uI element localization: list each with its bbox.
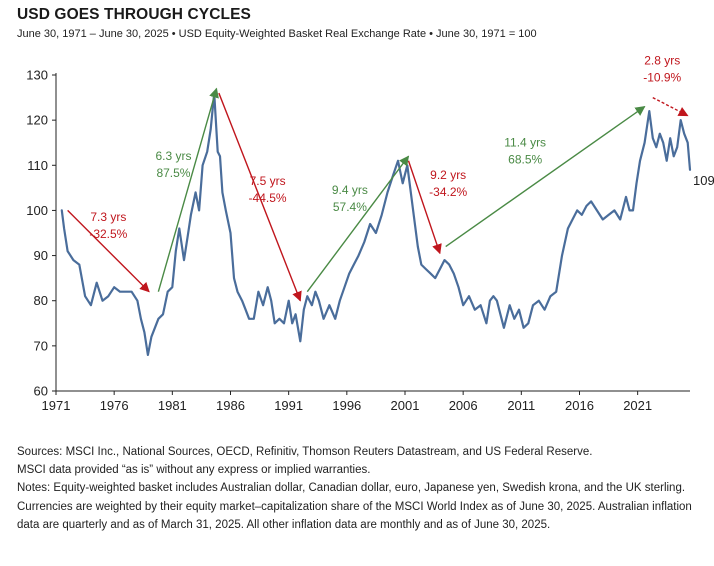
x-tick-label: 2011	[507, 398, 535, 413]
x-tick-label: 2006	[449, 398, 478, 413]
chart-axes: 60 70 80 90 100 110 120 130 1971 1976 1981 1986 1991…	[26, 68, 690, 413]
chart-series	[60, 92, 692, 356]
x-tick-label: 2016	[565, 398, 594, 413]
x-tick-label: 1991	[274, 398, 303, 413]
sources-line-2: MSCI data provided “as is” without any e…	[17, 464, 371, 477]
cycle-change-label: -34.2%	[429, 185, 467, 199]
x-tick-label: 2001	[391, 398, 420, 413]
cycle-change-label: 57.4%	[333, 200, 367, 214]
chart-annotations: 109 7.3 yrs -32.5% 6.3 yrs 87.5% 7.5 yrs -44.5…	[67, 54, 714, 302]
line-chart: 60 70 80 90 100 110 120 130 1971 1976 1981 1986 1991…	[26, 54, 714, 413]
y-tick-label: 60	[34, 384, 48, 399]
chart-title: USD GOES THROUGH CYCLES	[17, 6, 251, 23]
x-tick-label: 2021	[623, 398, 652, 413]
cycle-duration-label: 9.2 yrs	[430, 168, 466, 182]
cycle-arrow	[652, 96, 689, 117]
cycle-change-label: 68.5%	[508, 153, 542, 167]
cycle-change-label: 87.5%	[156, 166, 190, 180]
x-tick-label: 1986	[216, 398, 245, 413]
cycle-arrow	[67, 209, 150, 293]
y-tick-label: 100	[26, 203, 48, 218]
cycle-arrow	[445, 106, 646, 248]
cycle-duration-label: 6.3 yrs	[155, 149, 191, 163]
cycle-duration-label: 9.4 yrs	[332, 183, 368, 197]
cycle-change-label: -44.5%	[249, 191, 287, 205]
x-tick-label: 1971	[42, 398, 71, 413]
cycle-change-label: -10.9%	[643, 71, 681, 85]
usd-real-exchange-rate-line	[60, 92, 692, 356]
x-tick-label: 1996	[332, 398, 361, 413]
y-tick-label: 70	[34, 338, 48, 353]
cycle-arrow	[157, 87, 219, 292]
cycle-duration-label: 7.3 yrs	[90, 210, 126, 224]
y-tick-label: 110	[27, 158, 48, 173]
sources-line-1: Sources: MSCI Inc., National Sources, OE…	[17, 446, 593, 458]
cycle-change-label: -32.5%	[89, 227, 127, 241]
cycle-arrow	[407, 160, 442, 255]
cycle-arrow	[218, 92, 302, 302]
x-tick-label: 1981	[158, 398, 187, 413]
end-value-label: 109	[693, 173, 714, 188]
y-tick-label: 130	[26, 68, 48, 83]
footnotes: Sources: MSCI Inc., National Sources, OE…	[17, 443, 703, 534]
y-tick-label: 120	[26, 113, 48, 128]
chart-subtitle: June 30, 1971 – June 30, 2025 • USD Equi…	[17, 28, 537, 40]
cycle-duration-label: 2.8 yrs	[644, 54, 680, 68]
notes-text: Notes: Equity-weighted basket includes A…	[17, 482, 692, 531]
x-tick-label: 1976	[100, 398, 129, 413]
cycle-duration-label: 11.4 yrs	[504, 136, 546, 150]
y-tick-label: 90	[34, 248, 48, 263]
y-tick-label: 80	[34, 293, 48, 308]
cycle-duration-label: 7.5 yrs	[250, 174, 286, 188]
cycle-arrow	[306, 155, 410, 293]
